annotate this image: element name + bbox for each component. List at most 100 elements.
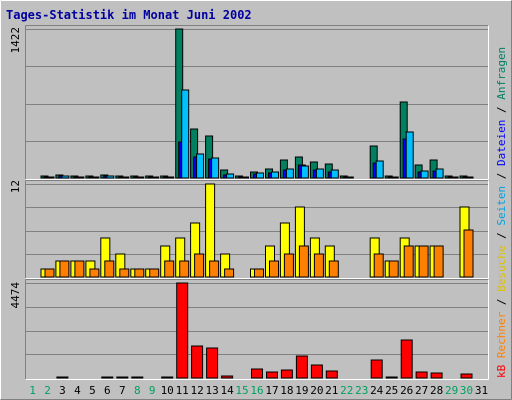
top-panel-bar-seiten-day-11 bbox=[181, 89, 190, 179]
day-label-8: 8 bbox=[134, 384, 141, 397]
day-label-7: 7 bbox=[119, 384, 126, 397]
day-label-14: 14 bbox=[220, 384, 234, 397]
bottom-panel-bar-kb-day-8 bbox=[131, 376, 144, 379]
visits-sites-panel bbox=[25, 180, 489, 279]
day-label-5: 5 bbox=[89, 384, 96, 397]
day-label-24: 24 bbox=[370, 384, 384, 397]
bottom-panel-bar-kb-day-16 bbox=[251, 368, 263, 379]
bottom-panel-bar-kb-day-25 bbox=[385, 376, 398, 379]
top-panel-bar-seiten-day-6 bbox=[106, 175, 115, 179]
day-label-28: 28 bbox=[430, 384, 443, 397]
top-panel-bar-seiten-day-24 bbox=[375, 160, 384, 179]
top-panel-bar-seiten-day-20 bbox=[315, 168, 324, 179]
legend-kb: kB bbox=[495, 364, 508, 378]
top-panel-bar-seiten-day-2 bbox=[46, 176, 55, 179]
legend-sep-4: / bbox=[495, 100, 508, 113]
day-label-4: 4 bbox=[74, 384, 81, 397]
bottom-panel-bar-kb-day-20 bbox=[310, 364, 323, 379]
day-label-29: 29 bbox=[445, 384, 458, 397]
day-label-26: 26 bbox=[400, 384, 413, 397]
top-panel-bar-seiten-day-8 bbox=[136, 176, 145, 179]
middle-panel-bar-rechner-day-20 bbox=[313, 253, 324, 278]
top-panel-bar-seiten-day-30 bbox=[465, 176, 474, 179]
bottom-panel-bar-kb-day-19 bbox=[295, 355, 308, 379]
middle-panel-bar-rechner-day-25 bbox=[388, 260, 399, 278]
top-panel-bar-seiten-day-21 bbox=[330, 169, 339, 179]
middle-panel-bar-rechner-day-10 bbox=[164, 260, 175, 278]
legend-anfragen: Anfragen bbox=[495, 47, 508, 100]
day-label-25: 25 bbox=[385, 384, 398, 397]
middle-panel-bar-rechner-day-3 bbox=[59, 260, 70, 278]
day-label-12: 12 bbox=[190, 384, 203, 397]
legend-vertical: kB Rechner / Besuche / Seiten / Dateien … bbox=[495, 47, 508, 378]
bottom-panel-bar-kb-day-3 bbox=[56, 376, 69, 379]
legend-sep-2: / bbox=[495, 226, 508, 239]
middle-panel-bar-rechner-day-21 bbox=[328, 260, 339, 278]
day-label-20: 20 bbox=[310, 384, 323, 397]
chart-title: Tages-Statistik im Monat Juni 2002 bbox=[6, 8, 252, 22]
middle-panel-max-label: 12 bbox=[9, 180, 22, 193]
legend-seiten: Seiten bbox=[495, 186, 508, 226]
middle-panel-bar-rechner-day-28 bbox=[433, 245, 444, 278]
middle-panel-bar-rechner-day-17 bbox=[269, 260, 279, 278]
middle-panel-bar-rechner-day-2 bbox=[44, 268, 55, 278]
bottom-panel-bar-kb-day-6 bbox=[101, 376, 114, 379]
middle-panel-bar-rechner-day-7 bbox=[119, 268, 130, 278]
middle-panel-bar-rechner-day-5 bbox=[89, 268, 100, 278]
top-panel-bar-seiten-day-17 bbox=[271, 171, 279, 179]
day-label-19: 19 bbox=[295, 384, 308, 397]
top-panel-bar-seiten-day-19 bbox=[300, 165, 309, 179]
day-label-15: 15 bbox=[235, 384, 248, 397]
bottom-panel-max-label: 4474 bbox=[9, 282, 22, 309]
middle-panel-bar-rechner-day-18 bbox=[283, 253, 294, 278]
day-label-2: 2 bbox=[44, 384, 51, 397]
top-panel-bar-seiten-day-28 bbox=[435, 168, 444, 179]
top-panel-bar-seiten-day-3 bbox=[61, 175, 70, 179]
top-panel-bar-seiten-day-10 bbox=[166, 176, 175, 179]
middle-panel-bar-rechner-day-27 bbox=[418, 245, 429, 278]
top-panel-bar-seiten-day-15 bbox=[241, 176, 249, 179]
middle-panel-bar-rechner-day-13 bbox=[209, 260, 220, 278]
day-label-16: 16 bbox=[250, 384, 263, 397]
day-label-3: 3 bbox=[59, 384, 66, 397]
bottom-panel-bar-kb-day-11 bbox=[176, 282, 189, 379]
bottom-panel-bar-kb-day-26 bbox=[400, 339, 413, 379]
top-panel-plot-area bbox=[25, 25, 489, 180]
middle-panel-bar-rechner-day-4 bbox=[74, 260, 85, 278]
bottom-panel-bar-kb-day-10 bbox=[161, 376, 174, 379]
top-panel-bar-seiten-day-29 bbox=[450, 176, 459, 179]
top-panel-bar-seiten-day-12 bbox=[196, 153, 205, 179]
top-panel-bar-seiten-day-18 bbox=[285, 168, 294, 179]
top-panel-bar-seiten-day-7 bbox=[121, 176, 130, 179]
day-label-30: 30 bbox=[460, 384, 473, 397]
top-panel-bar-seiten-day-5 bbox=[91, 176, 100, 179]
bottom-panel-bar-kb-day-7 bbox=[116, 376, 129, 379]
day-label-17: 17 bbox=[265, 384, 278, 397]
middle-panel-bar-rechner-day-6 bbox=[104, 260, 115, 278]
top-panel-bar-seiten-day-14 bbox=[226, 173, 235, 179]
top-panel-bar-seiten-day-9 bbox=[151, 176, 160, 179]
top-panel-max-label: 1422 bbox=[9, 27, 22, 54]
kilobytes-panel bbox=[25, 279, 489, 380]
bottom-panel-bar-kb-day-24 bbox=[370, 359, 383, 379]
middle-panel-bar-rechner-day-9 bbox=[149, 268, 160, 278]
top-panel-bar-seiten-day-4 bbox=[76, 176, 85, 179]
legend-sep-3: / bbox=[495, 166, 508, 179]
middle-panel-bar-rechner-day-14 bbox=[224, 268, 235, 278]
middle-panel-bar-rechner-day-24 bbox=[373, 253, 384, 278]
middle-panel-bar-rechner-day-12 bbox=[194, 253, 205, 278]
day-axis-labels: 1 2 3 4 5 6 7 8 9 10 11 12 13 14 15 16 17 18 19 20 21 22 23 24 2… bbox=[29, 384, 488, 397]
bottom-panel-bar-kb-day-30 bbox=[460, 373, 473, 379]
day-label-11: 11 bbox=[176, 384, 189, 397]
day-label-6: 6 bbox=[104, 384, 111, 397]
day-label-1: 1 bbox=[29, 384, 36, 397]
middle-panel-bar-rechner-day-11 bbox=[179, 260, 190, 278]
bottom-panel-bar-kb-day-28 bbox=[430, 372, 443, 379]
day-label-10: 10 bbox=[161, 384, 174, 397]
day-label-31: 31 bbox=[475, 384, 488, 397]
bottom-panel-bar-kb-day-27 bbox=[415, 371, 428, 379]
middle-panel-bar-rechner-day-16 bbox=[254, 268, 264, 278]
bottom-panel-plot-area bbox=[25, 279, 489, 380]
top-panel-bar-seiten-day-16 bbox=[256, 172, 264, 179]
